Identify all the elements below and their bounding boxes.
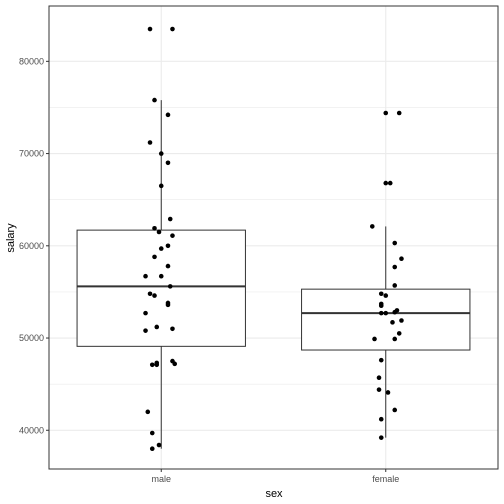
- boxplot-male: [76, 100, 246, 449]
- data-point-female: [378, 357, 384, 363]
- data-point-male: [145, 409, 151, 415]
- data-point-female: [378, 416, 384, 422]
- data-point-male: [165, 160, 171, 166]
- data-point-female: [392, 283, 398, 288]
- data-point-female: [399, 318, 404, 323]
- data-point-male: [143, 310, 148, 316]
- data-point-male: [165, 263, 171, 269]
- data-point-male: [152, 225, 157, 231]
- data-point-male: [158, 273, 164, 279]
- data-point-female: [385, 390, 391, 395]
- data-point-male: [170, 326, 175, 332]
- data-point-male: [167, 216, 173, 222]
- data-point-male: [167, 284, 173, 289]
- y-axis-label: salary: [5, 223, 17, 253]
- y-axis-ticks: 40000 50000 60000 70000 80000: [19, 56, 49, 435]
- boxplot-female: [301, 226, 471, 438]
- data-point-male: [149, 446, 155, 452]
- jitter-points: [143, 26, 404, 452]
- data-point-female: [390, 320, 395, 325]
- data-point-female: [396, 331, 402, 336]
- data-point-male: [152, 254, 157, 260]
- data-point-male: [143, 273, 148, 279]
- data-point-female: [383, 293, 389, 298]
- data-point-female: [392, 264, 398, 270]
- data-point-male: [172, 361, 178, 367]
- data-point-female: [378, 310, 384, 316]
- data-point-male: [158, 183, 164, 189]
- x-tick-label-male: male: [151, 474, 171, 484]
- data-point-female: [392, 407, 398, 413]
- data-point-female: [376, 387, 382, 392]
- data-point-male: [152, 97, 157, 103]
- data-point-female: [387, 180, 393, 186]
- data-point-female: [378, 291, 384, 297]
- boxplots: [76, 100, 471, 449]
- data-point-female: [372, 336, 377, 342]
- data-point-male: [147, 140, 153, 145]
- y-tick-label: 60000: [19, 241, 44, 251]
- data-point-male: [154, 324, 160, 330]
- data-point-female: [396, 110, 402, 116]
- data-point-female: [383, 110, 389, 116]
- data-point-female: [392, 309, 398, 315]
- data-point-male: [149, 362, 155, 368]
- data-point-female: [378, 435, 384, 440]
- data-point-female: [392, 240, 398, 246]
- data-point-male: [149, 430, 155, 436]
- data-point-male: [152, 293, 157, 298]
- data-point-male: [147, 291, 153, 297]
- data-point-male: [170, 26, 175, 32]
- data-point-male: [165, 302, 171, 308]
- data-point-male: [143, 328, 148, 333]
- y-tick-label: 50000: [19, 333, 44, 343]
- data-point-female: [376, 375, 382, 380]
- panel-border: [48, 5, 499, 470]
- y-tick-label: 70000: [19, 149, 44, 159]
- data-point-male: [158, 246, 164, 251]
- iqr-box: [301, 288, 471, 351]
- data-point-male: [165, 243, 171, 249]
- x-axis-label: sex: [265, 488, 283, 500]
- data-point-male: [156, 229, 162, 235]
- data-point-male: [147, 26, 153, 32]
- data-point-male: [158, 151, 164, 156]
- data-point-male: [156, 442, 162, 448]
- data-point-female: [392, 336, 398, 342]
- y-tick-label: 80000: [19, 56, 44, 66]
- data-point-male: [170, 233, 175, 238]
- data-point-female: [383, 310, 389, 316]
- data-point-female: [399, 256, 404, 262]
- data-point-female: [369, 224, 375, 229]
- data-point-male: [154, 360, 160, 366]
- x-tick-label-female: female: [372, 474, 399, 484]
- data-point-male: [165, 112, 171, 118]
- data-point-female: [383, 180, 389, 186]
- x-axis-ticks: male female: [151, 469, 399, 484]
- y-tick-label: 40000: [19, 425, 44, 435]
- data-point-female: [378, 303, 384, 309]
